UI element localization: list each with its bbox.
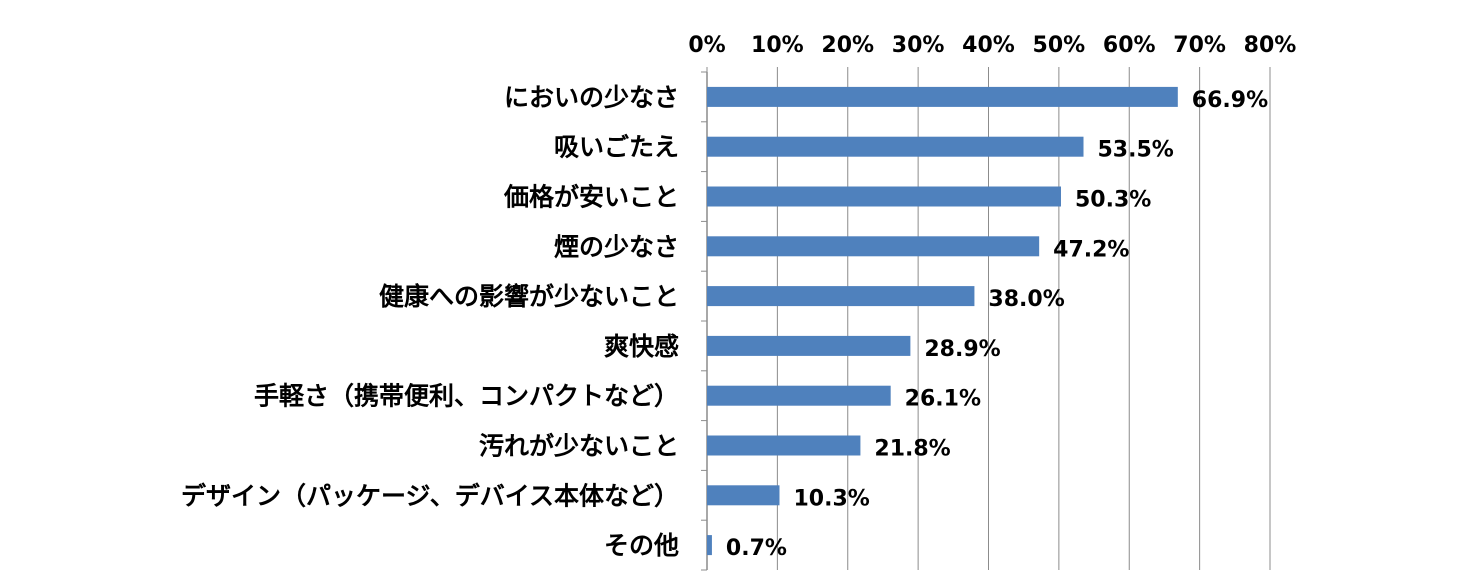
category-label: 煙の少なさ	[554, 232, 679, 261]
category-label: 爽快感	[604, 332, 679, 361]
bar	[707, 236, 1040, 257]
data-label: 38.0%	[988, 287, 1064, 312]
axis: 0% 10% 20% 30% 40% 50% 60% 70% 80%	[688, 33, 1297, 571]
category-label: デザイン（パッケージ、デバイス本体など）	[181, 481, 679, 510]
x-tick-label: 70%	[1173, 33, 1226, 58]
bar	[707, 286, 975, 307]
labels: においの少なさ 66.9% 吸いごたえ 53.5% 価格が安いこと 50.3% 煙の少なさ 4…	[181, 83, 1268, 561]
x-tick-label: 30%	[892, 33, 945, 58]
bar	[707, 136, 1084, 157]
bar	[707, 385, 891, 406]
bar	[707, 86, 1178, 107]
data-label: 10.3%	[793, 486, 869, 511]
category-label: においの少なさ	[504, 83, 679, 112]
x-tick-label: 0%	[688, 33, 725, 58]
category-label: 汚れが少ないこと	[479, 432, 679, 461]
x-tick-label: 80%	[1244, 33, 1297, 58]
x-tick-label: 50%	[1033, 33, 1086, 58]
category-label: 価格が安いこと	[503, 183, 679, 212]
bar	[707, 535, 712, 556]
data-label: 50.3%	[1075, 188, 1151, 213]
x-tick-label: 40%	[962, 33, 1015, 58]
data-label: 21.8%	[874, 437, 950, 462]
x-tick-label: 10%	[751, 33, 804, 58]
x-tick-label: 20%	[821, 33, 874, 58]
category-label: その他	[604, 531, 679, 560]
data-label: 47.2%	[1053, 237, 1129, 262]
data-label: 26.1%	[905, 387, 981, 412]
data-label: 53.5%	[1098, 138, 1174, 163]
bars	[707, 86, 1178, 556]
data-label: 28.9%	[924, 337, 1000, 362]
category-label: 手軽さ（携帯便利、コンパクトなど）	[254, 382, 679, 411]
x-tick-label: 60%	[1103, 33, 1156, 58]
bar	[707, 435, 861, 456]
bar	[707, 335, 911, 356]
data-label: 0.7%	[726, 536, 787, 561]
data-label: 66.9%	[1192, 88, 1268, 113]
bar	[707, 485, 780, 506]
category-label: 吸いごたえ	[554, 133, 679, 162]
category-label: 健康への影響が少ないこと	[379, 282, 679, 311]
bar	[707, 186, 1061, 207]
